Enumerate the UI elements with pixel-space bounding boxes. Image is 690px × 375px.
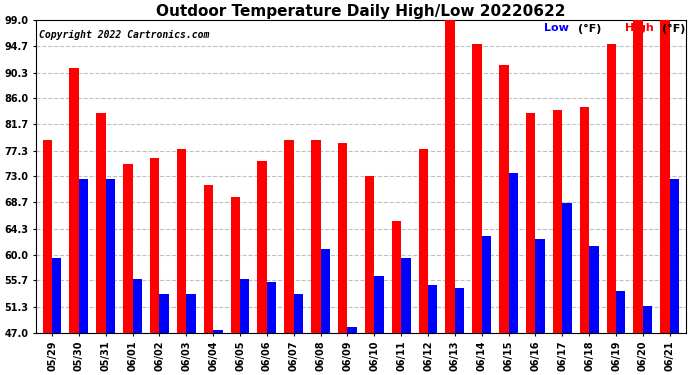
Bar (159, 294, 169, 333)
Bar (509, 174, 518, 333)
Bar (616, 291, 625, 333)
Text: (°F): (°F) (578, 24, 602, 33)
Bar (52, 258, 61, 333)
Bar (643, 306, 652, 333)
Text: Low: Low (544, 24, 569, 33)
Bar (284, 140, 294, 333)
Bar (348, 327, 357, 333)
Bar (257, 162, 267, 333)
Title: Outdoor Temperature Daily High/Low 20220622: Outdoor Temperature Daily High/Low 20220… (156, 4, 566, 19)
Bar (177, 149, 186, 333)
Bar (633, 20, 643, 333)
Bar (660, 17, 670, 333)
Text: High: High (624, 24, 653, 33)
Bar (132, 279, 142, 333)
Bar (365, 177, 374, 333)
Bar (419, 149, 428, 333)
Bar (321, 249, 330, 333)
Bar (535, 240, 545, 333)
Bar (79, 180, 88, 333)
Bar (43, 140, 52, 333)
Bar (401, 258, 411, 333)
Bar (150, 159, 159, 333)
Bar (589, 246, 598, 333)
Bar (607, 44, 616, 333)
Bar (553, 110, 562, 333)
Bar (124, 165, 132, 333)
Bar (446, 20, 455, 333)
Bar (473, 44, 482, 333)
Bar (526, 113, 535, 333)
Bar (213, 330, 223, 333)
Bar (455, 288, 464, 333)
Bar (392, 222, 401, 333)
Bar (97, 113, 106, 333)
Bar (311, 140, 321, 333)
Bar (186, 294, 196, 333)
Bar (428, 285, 437, 333)
Bar (580, 107, 589, 333)
Text: Copyright 2022 Cartronics.com: Copyright 2022 Cartronics.com (39, 30, 210, 40)
Bar (670, 180, 679, 333)
Text: (°F): (°F) (662, 24, 686, 33)
Bar (294, 294, 303, 333)
Bar (267, 282, 276, 333)
Bar (374, 276, 384, 333)
Bar (70, 68, 79, 333)
Bar (499, 65, 509, 333)
Bar (338, 143, 348, 333)
Bar (240, 279, 249, 333)
Bar (230, 198, 240, 333)
Bar (562, 204, 572, 333)
Bar (106, 180, 115, 333)
Bar (204, 186, 213, 333)
Bar (482, 237, 491, 333)
